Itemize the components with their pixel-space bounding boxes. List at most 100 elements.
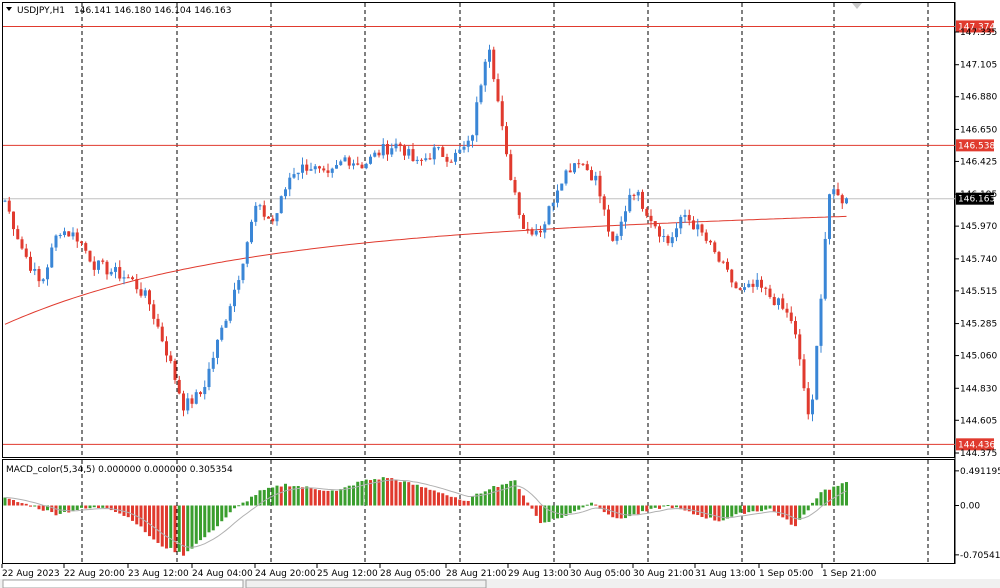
macd-bar: [687, 505, 691, 512]
candle-body: [101, 260, 105, 262]
candle-body: [54, 235, 58, 248]
candle-body: [105, 261, 109, 275]
macd-bar: [526, 502, 530, 506]
macd-bar: [245, 501, 249, 506]
candle-body: [662, 236, 666, 238]
macd-bar: [80, 505, 83, 508]
candle-body: [390, 148, 394, 155]
candle-body: [71, 232, 75, 237]
candle-body: [428, 158, 432, 160]
macd-bar: [445, 495, 449, 506]
macd-bar: [313, 489, 317, 506]
macd-bar: [802, 505, 806, 515]
price-level-tag: [956, 20, 994, 33]
candle-body: [836, 189, 840, 196]
macd-bar: [615, 505, 619, 519]
candle-body: [398, 143, 402, 147]
chart-tab[interactable]: [2, 579, 244, 588]
candle-body: [92, 261, 96, 270]
macd-bar: [347, 485, 351, 506]
candle-body: [764, 287, 768, 289]
macd-bar: [619, 505, 623, 519]
candle-body: [75, 232, 79, 242]
price-label: 145.515: [960, 287, 997, 297]
macd-bar: [403, 481, 406, 506]
macd-bar: [556, 505, 559, 519]
chart-tab[interactable]: [245, 579, 487, 588]
macd-bar: [305, 486, 309, 506]
macd-bar: [679, 505, 683, 510]
macd-bar: [624, 505, 627, 519]
candle-body: [29, 256, 32, 271]
price-levels: 147.374 146.538 144.436 146.163: [3, 20, 995, 451]
candle-body: [199, 392, 202, 395]
macd-bar: [284, 483, 287, 506]
price-label: 146.880: [960, 93, 997, 103]
candle-body: [462, 146, 466, 150]
macd-bar: [207, 505, 211, 533]
signal-line: [4, 479, 847, 548]
candle-body: [683, 214, 687, 217]
macd-bar: [666, 505, 670, 507]
macd-bar: [441, 493, 445, 506]
macd-bar: [241, 502, 245, 506]
candle-body: [63, 231, 66, 236]
candle-body: [543, 224, 547, 233]
candle-body: [585, 164, 589, 171]
candle-body: [24, 248, 28, 257]
macd-bar: [789, 505, 793, 525]
candle-body: [156, 318, 160, 327]
candle-body: [394, 143, 398, 149]
candle-body: [607, 209, 610, 232]
macd-bar: [734, 505, 738, 515]
candle-body: [224, 320, 228, 328]
price-label: 145.285: [960, 320, 997, 330]
macd-bar: [118, 505, 122, 514]
current-price-label: 146.163: [958, 195, 995, 205]
time-label: 30 Aug 21:00: [633, 569, 694, 579]
candle-body: [190, 398, 194, 404]
candle-body: [772, 296, 776, 306]
macd-bar: [20, 503, 24, 506]
macd-bar: [377, 479, 381, 506]
candle-body: [381, 144, 385, 156]
macd-bar: [781, 505, 785, 518]
macd-bar: [373, 479, 377, 506]
macd-bar: [407, 482, 411, 506]
macd-axis-label: -0.705418: [960, 551, 1000, 561]
candle-body: [653, 221, 657, 227]
macd-bar: [296, 486, 300, 506]
macd-bar: [704, 505, 708, 519]
candle-body: [194, 392, 198, 404]
symbol-label[interactable]: USDJPY,H1: [17, 6, 65, 16]
candle-body: [594, 175, 598, 181]
macd-bar: [845, 482, 848, 506]
macd-bar: [220, 505, 224, 522]
candle-body: [581, 163, 585, 165]
candle-body: [288, 177, 292, 190]
macd-bar: [292, 486, 296, 506]
macd-bar: [114, 505, 117, 512]
candle-body: [7, 200, 11, 212]
macd-bar: [547, 505, 551, 522]
macd-bar: [352, 485, 355, 506]
macd-bar: [598, 505, 602, 509]
candle-body: [526, 228, 530, 230]
macd-bar: [636, 505, 640, 515]
candle-body: [696, 224, 700, 230]
candle-body: [823, 238, 827, 299]
candle-body: [670, 237, 674, 244]
chart-scroll-marker-icon[interactable]: [852, 3, 862, 9]
macd-bar: [471, 496, 474, 506]
macd-bar: [203, 505, 207, 538]
candle-body: [517, 192, 521, 215]
symbol-dropdown-icon[interactable]: [6, 7, 12, 11]
candle-body: [488, 49, 491, 62]
candle-body: [352, 163, 355, 166]
price-panel[interactable]: [2, 2, 955, 458]
macd-bar: [279, 486, 283, 506]
candle-body: [207, 368, 211, 388]
price-label: 147.335: [960, 28, 997, 38]
candle-body: [143, 290, 147, 296]
